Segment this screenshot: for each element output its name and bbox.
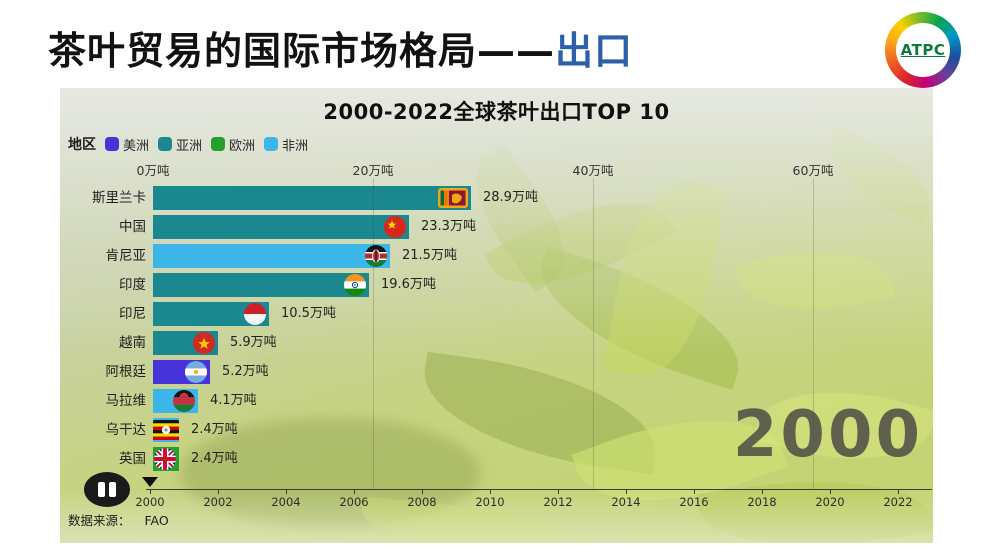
timeline-tick (558, 489, 559, 494)
timeline-tick (286, 489, 287, 494)
country-label: 阿根廷 (105, 364, 147, 380)
timeline-year-label: 2018 (747, 495, 777, 509)
timeline-year-label: 2020 (815, 495, 845, 509)
pause-icon (109, 482, 116, 497)
timeline-year-label: 2004 (271, 495, 301, 509)
bar (153, 215, 409, 239)
legend-label: 非洲 (282, 138, 309, 154)
timeline-tick (762, 489, 763, 494)
timeline-tick (830, 489, 831, 494)
atpc-logo-text: ATPC (900, 41, 946, 59)
indonesia-flag-icon (244, 303, 266, 325)
country-label: 英国 (119, 451, 146, 467)
india-flag-icon (344, 274, 366, 296)
data-source-value: FAO (144, 513, 169, 528)
data-source: 数据来源： FAO (68, 510, 169, 529)
country-label: 马拉维 (105, 393, 147, 409)
gridline (593, 178, 594, 490)
timeline-tick (490, 489, 491, 494)
value-label: 28.9万吨 (483, 190, 538, 205)
timeline-tick (150, 489, 151, 494)
sri-lanka-flag-icon (438, 188, 468, 208)
legend-label: 欧洲 (229, 138, 256, 154)
legend-item-1: 亚洲 (158, 135, 202, 154)
uganda-flag-icon (153, 420, 179, 440)
legend-item-0: 美洲 (105, 135, 149, 154)
value-label: 10.5万吨 (281, 306, 336, 321)
timeline-tick (694, 489, 695, 494)
legend-swatch-icon (264, 137, 279, 151)
data-source-label: 数据来源： (68, 513, 131, 528)
bar (153, 273, 369, 297)
timeline-tick (898, 489, 899, 494)
legend-item-2: 欧洲 (211, 135, 255, 154)
timeline-year-label: 2010 (475, 495, 505, 509)
legend-swatch-icon (105, 137, 119, 151)
value-label: 5.9万吨 (230, 335, 277, 350)
x-axis-tick-label: 20万吨 (352, 163, 394, 178)
country-label: 印度 (119, 277, 146, 293)
timeline-year-label: 2022 (883, 495, 913, 509)
timeline-tick (354, 489, 355, 494)
x-axis-tick-label: 60万吨 (792, 163, 834, 178)
timeline-year-label: 2012 (543, 495, 573, 509)
timeline-year-label: 2002 (203, 495, 233, 509)
timeline-tick (422, 489, 423, 494)
timeline-year-label: 2006 (339, 495, 369, 509)
country-label: 斯里兰卡 (92, 190, 146, 206)
country-label: 印尼 (119, 306, 146, 322)
value-label: 5.2万吨 (222, 364, 269, 379)
country-label: 肯尼亚 (105, 248, 147, 264)
timeline-year-label: 2000 (135, 495, 165, 509)
timeline-year-label: 2008 (407, 495, 437, 509)
pause-icon (98, 482, 105, 497)
x-axis-tick-label: 40万吨 (572, 163, 614, 178)
page-title: 茶叶贸易的国际市场格局——出口 (48, 20, 633, 75)
value-label: 23.3万吨 (421, 219, 476, 234)
timeline-year-label: 2014 (611, 495, 641, 509)
page-title-main: 茶叶贸易的国际市场格局—— (48, 29, 556, 73)
pause-button[interactable] (84, 472, 130, 507)
bar (153, 186, 471, 210)
uk-flag-icon (154, 448, 176, 470)
country-label: 越南 (119, 335, 146, 351)
gridline (373, 178, 374, 490)
timeline-year-label: 2016 (679, 495, 709, 509)
value-label: 21.5万吨 (402, 248, 457, 263)
tea-export-chart-frame: 2000-2022全球茶叶出口TOP 10 地区 美洲 亚洲 欧洲 非洲 0万吨 20万… (60, 88, 933, 543)
x-axis-tick-label: 0万吨 (136, 163, 170, 178)
argentina-flag-icon (185, 361, 207, 383)
legend-label: 美洲 (123, 138, 150, 154)
bar (153, 244, 390, 268)
legend-label: 亚洲 (176, 138, 203, 154)
kenya-flag-icon (365, 245, 387, 267)
country-label: 乌干达 (105, 422, 147, 438)
timeline-axis (146, 489, 932, 490)
legend-swatch-icon (158, 137, 173, 151)
china-flag-icon (384, 216, 406, 238)
legend-swatch-icon (211, 137, 226, 151)
malawi-flag-icon (173, 390, 195, 412)
legend-item-3: 非洲 (264, 135, 308, 154)
value-label: 4.1万吨 (210, 393, 257, 408)
chart-title: 2000-2022全球茶叶出口TOP 10 (323, 100, 670, 124)
timeline-tick (626, 489, 627, 494)
value-label: 19.6万吨 (381, 277, 436, 292)
legend-title: 地区 (68, 137, 96, 153)
timeline-position-marker[interactable] (142, 477, 158, 487)
chart-legend: 地区 美洲 亚洲 欧洲 非洲 (68, 134, 308, 154)
timeline-tick (218, 489, 219, 494)
value-label: 2.4万吨 (191, 451, 238, 466)
page-title-highlight: 出口 (555, 29, 634, 73)
vietnam-flag-icon (193, 332, 215, 354)
value-label: 2.4万吨 (191, 422, 238, 437)
country-label: 中国 (119, 219, 146, 235)
atpc-logo-icon: ATPC (885, 12, 961, 88)
current-year-label: 2000 (732, 398, 923, 472)
